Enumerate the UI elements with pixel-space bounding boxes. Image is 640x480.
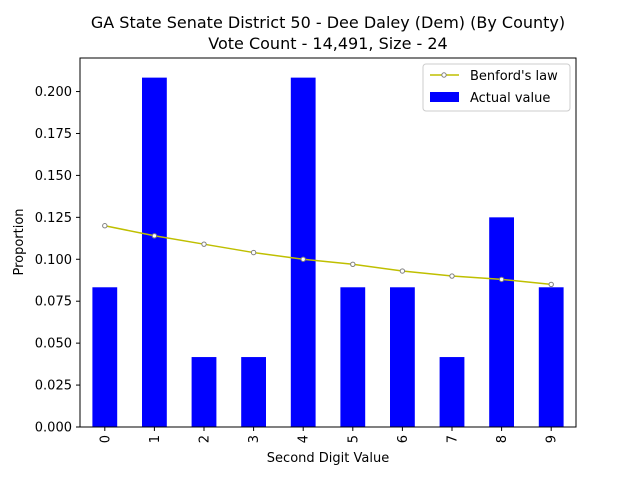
benford-point-8 [498,276,505,283]
x-tick-label: 2 [198,435,213,443]
bars-layer [92,77,564,428]
legend-frame [422,63,571,112]
benford-point-6 [399,268,406,274]
benford-point-2 [201,241,207,247]
x-tick-label: 6 [396,435,411,443]
benford-point-9 [548,281,554,288]
benford-point-5 [350,261,356,268]
x-tick-label: 8 [495,435,510,443]
benford-line [104,224,552,286]
bar-actual-7 [439,357,465,427]
y-tick-label: 0.150 [35,169,72,184]
bar-actual-1 [142,77,167,428]
legend-label-actual: Actual value [470,91,550,106]
x-tick-label: 9 [545,435,560,443]
y-tick-label: 0.000 [35,421,72,436]
legend-bar-swatch [430,92,459,102]
y-tick-label: 0.050 [35,337,72,352]
y-tick-label: 0.200 [35,85,72,100]
bar-actual-3 [241,357,266,427]
y-axis: 0.000 0.025 0.050 0.075 0.100 0.125 0.150 0.175… [35,85,80,436]
x-tick-label: 7 [446,435,461,443]
x-tick-label: 1 [148,435,163,443]
bar-actual-8 [489,217,514,427]
benford-point-0 [102,223,108,229]
y-axis-label: Proportion [12,208,27,275]
legend-label-benford: Benford's law [470,69,558,84]
y-tick-label: 0.175 [35,127,72,142]
chart-title: GA State Senate District 50 - Dee Daley … [91,13,565,32]
x-tick-label: 5 [346,435,361,443]
bar-actual-2 [191,357,217,427]
x-tick-label: 3 [247,435,262,443]
bar-actual-5 [340,287,366,427]
chart-subtitle: Vote Count - 14,491, Size - 24 [208,34,447,53]
legend: Benford's law Actual value [422,63,571,112]
bar-actual-0 [92,287,118,427]
y-tick-label: 0.125 [35,211,72,226]
bar-actual-9 [538,287,564,427]
bar-actual-4 [290,77,316,428]
x-tick-label: 0 [98,435,113,443]
y-tick-label: 0.100 [35,253,72,268]
legend-line-marker [441,72,447,78]
x-axis: 0 1 2 3 4 5 6 7 8 9 [98,427,560,443]
bar-actual-6 [390,287,415,427]
benford-line-layer [102,223,554,288]
y-tick-label: 0.075 [35,295,72,310]
benford-point-4 [300,256,306,262]
x-tick-label: 4 [297,435,312,443]
plot-frame [79,57,577,428]
y-tick-label: 0.025 [35,379,72,394]
x-axis-label: Second Digit Value [267,451,389,466]
benford-point-7 [449,273,455,279]
benford-point-3 [250,249,257,256]
benford-point-1 [151,233,158,239]
